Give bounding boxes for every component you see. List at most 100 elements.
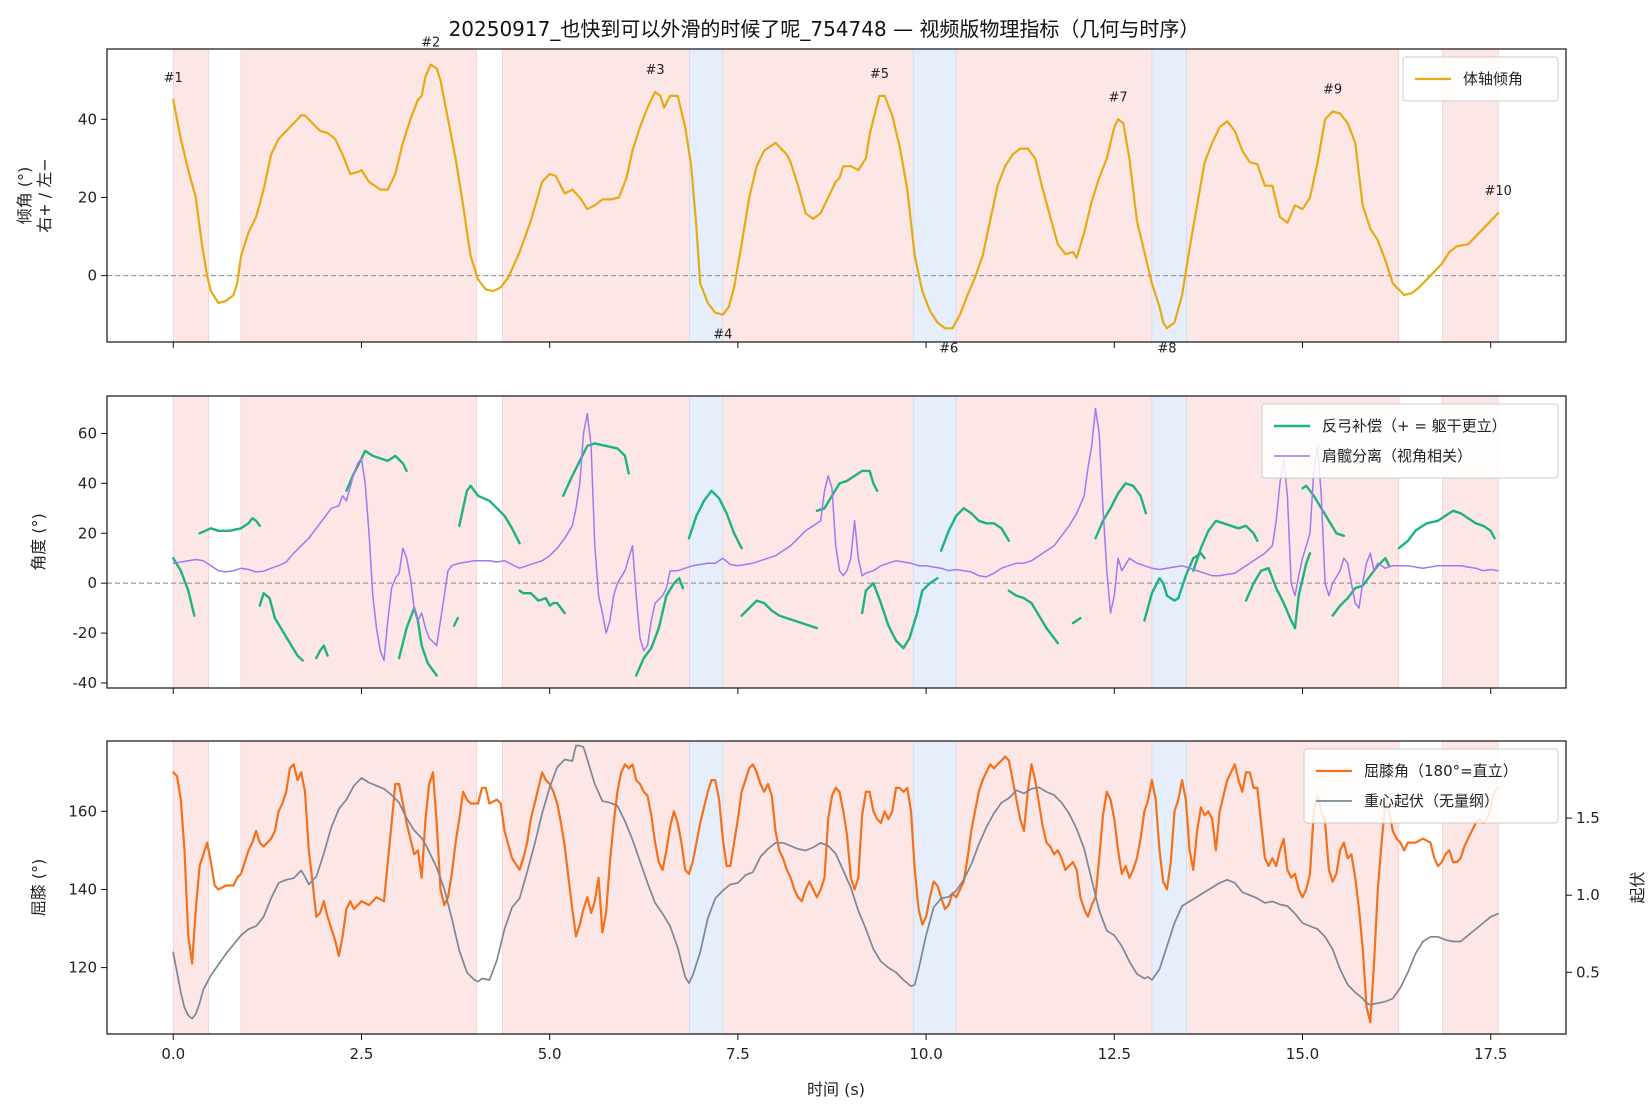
axes-frame [106, 395, 1567, 689]
shade-band-red [1186, 48, 1400, 343]
shade-band-red [955, 740, 1153, 1035]
y-tick-label: 0 [87, 267, 97, 285]
panel-knee: 0.0 2.5 5.0 7.5 10.0 12.5 15.0 17.5 120 140 160 0.5… [29, 740, 1647, 1063]
legend-label: 反弓补偿（+ = 躯干更立） [1322, 417, 1507, 435]
shade-band-blue [689, 395, 724, 689]
peak-annotation: #2 [421, 36, 440, 51]
shade-band-red [955, 395, 1153, 689]
plot-area [172, 744, 1500, 1024]
x-tick-label: 12.5 [1098, 1045, 1131, 1063]
y2-axis-label: 起伏 [1628, 871, 1647, 903]
peak-annotation: #1 [164, 71, 183, 86]
panels: #1 #2 #3 #4 #5 #6 #7 #8 #9 #10 0 20 40 倾角 (°) 右+ / 左− 体… [15, 36, 1647, 1063]
axes-frame [106, 48, 1567, 343]
peak-annotation: #7 [1108, 90, 1127, 105]
series-line-arch-segment [397, 606, 438, 677]
plot-area [171, 407, 1499, 677]
shade-band-blue [912, 48, 957, 343]
x-tick-label: 17.5 [1474, 1045, 1507, 1063]
axes-frame [106, 740, 1567, 1035]
y-axis-label: 倾角 (°) [15, 167, 34, 225]
legend-label: 重心起伏（无量纲） [1364, 792, 1499, 810]
series-line-arch-segment [815, 469, 879, 512]
shade-band-red [240, 395, 477, 689]
legend-label: 体轴倾角 [1463, 70, 1523, 88]
shade-band-red [240, 740, 477, 1035]
series-line-arch-segment [740, 599, 819, 630]
shade-band-blue [1151, 48, 1187, 343]
y-tick-label: 40 [78, 110, 97, 128]
y-tick-label: 120 [68, 959, 97, 977]
y2-tick-label: 1.0 [1576, 886, 1600, 904]
shade-band-red [722, 395, 914, 689]
legend: 屈膝角（180°=直立） 重心起伏（无量纲） [1303, 748, 1559, 824]
shade-band-blue [689, 48, 724, 343]
series-line-arch-segment [1071, 616, 1082, 625]
shade-band-red [722, 740, 914, 1035]
series-line-shoulder_hip [172, 407, 1499, 662]
series-line-arch-segment [1192, 519, 1259, 572]
shade-band-red [240, 48, 477, 343]
shade-band-blue [1151, 395, 1187, 689]
series-line-arch-segment [1397, 509, 1496, 550]
peak-annotation: #5 [870, 67, 889, 82]
legend-box [1261, 403, 1559, 479]
series-line-lean [172, 63, 1500, 330]
series-line-arch-segment [1244, 552, 1312, 630]
series-line-arch-segment [171, 557, 196, 617]
peak-annotation: #6 [939, 341, 958, 356]
panel-angles: -40 -20 0 20 40 60 角度 (°) 反弓补偿（+ = 躯干更立） 肩髋分离（视角… [29, 395, 1567, 694]
series-line-arch-segment [1007, 589, 1060, 645]
shade-band-red [501, 395, 690, 689]
y2-tick-label: 0.5 [1576, 963, 1600, 981]
legend-label: 肩髋分离（视角相关） [1322, 447, 1472, 465]
x-tick-label: 5.0 [538, 1045, 562, 1063]
series-line-arch-segment [562, 442, 630, 497]
y-tick-label: 60 [78, 424, 97, 442]
x-tick-label: 15.0 [1286, 1045, 1319, 1063]
series-line-com [172, 744, 1500, 1020]
shade-band-red [501, 48, 690, 343]
x-tick-label: 7.5 [726, 1045, 750, 1063]
series-line-arch-segment [198, 517, 261, 535]
series-line-arch-segment [458, 484, 521, 545]
legend: 反弓补偿（+ = 躯干更立） 肩髋分离（视角相关） [1261, 403, 1559, 479]
shade-band-blue [689, 740, 724, 1035]
legend-box [1303, 748, 1559, 824]
series-line-arch-segment [939, 507, 1011, 552]
series-line-arch-segment [345, 449, 408, 492]
shade-band-red [722, 48, 914, 343]
panel-lean: #1 #2 #3 #4 #5 #6 #7 #8 #9 #10 0 20 40 倾角 (°) 右+ / 左− 体… [15, 36, 1567, 356]
peak-annotation: #10 [1485, 184, 1512, 199]
y-tick-label: 140 [68, 880, 97, 898]
y-axis-label: 右+ / 左− [35, 158, 54, 232]
y-axis-label: 屈膝 (°) [29, 859, 48, 917]
series-line-arch-segment [315, 644, 329, 660]
x-axis-label: 时间 (s) [807, 1080, 865, 1099]
y2-tick-label: 1.5 [1576, 809, 1600, 827]
series-line-arch-segment [258, 592, 304, 662]
peak-annotation: #8 [1157, 341, 1176, 356]
plot-area [172, 63, 1500, 330]
shade-band-red [172, 395, 209, 689]
y-tick-label: -20 [73, 624, 98, 642]
series-line-knee [172, 755, 1500, 1024]
shade-band-red [172, 48, 209, 343]
y-tick-label: 20 [78, 188, 97, 206]
y-tick-label: 0 [87, 574, 97, 592]
y-tick-label: 20 [78, 524, 97, 542]
chart-title: 20250917_也快到可以外滑的时候了呢_754748 — 视频版物理指标（几… [449, 17, 1200, 41]
y-axis-label: 角度 (°) [29, 513, 48, 571]
series-line-arch-segment [635, 577, 685, 677]
x-tick-label: 2.5 [350, 1045, 374, 1063]
series-line-arch-segment [860, 577, 939, 650]
series-line-arch-segment [687, 489, 743, 550]
peak-annotation: #4 [713, 328, 732, 343]
series-line-arch-segment [452, 616, 459, 627]
y-tick-label: -40 [73, 674, 98, 692]
series-line-arch-segment [518, 589, 566, 615]
legend-box [1402, 56, 1559, 102]
legend: 体轴倾角 [1402, 56, 1559, 102]
x-tick-label: 10.0 [909, 1045, 942, 1063]
